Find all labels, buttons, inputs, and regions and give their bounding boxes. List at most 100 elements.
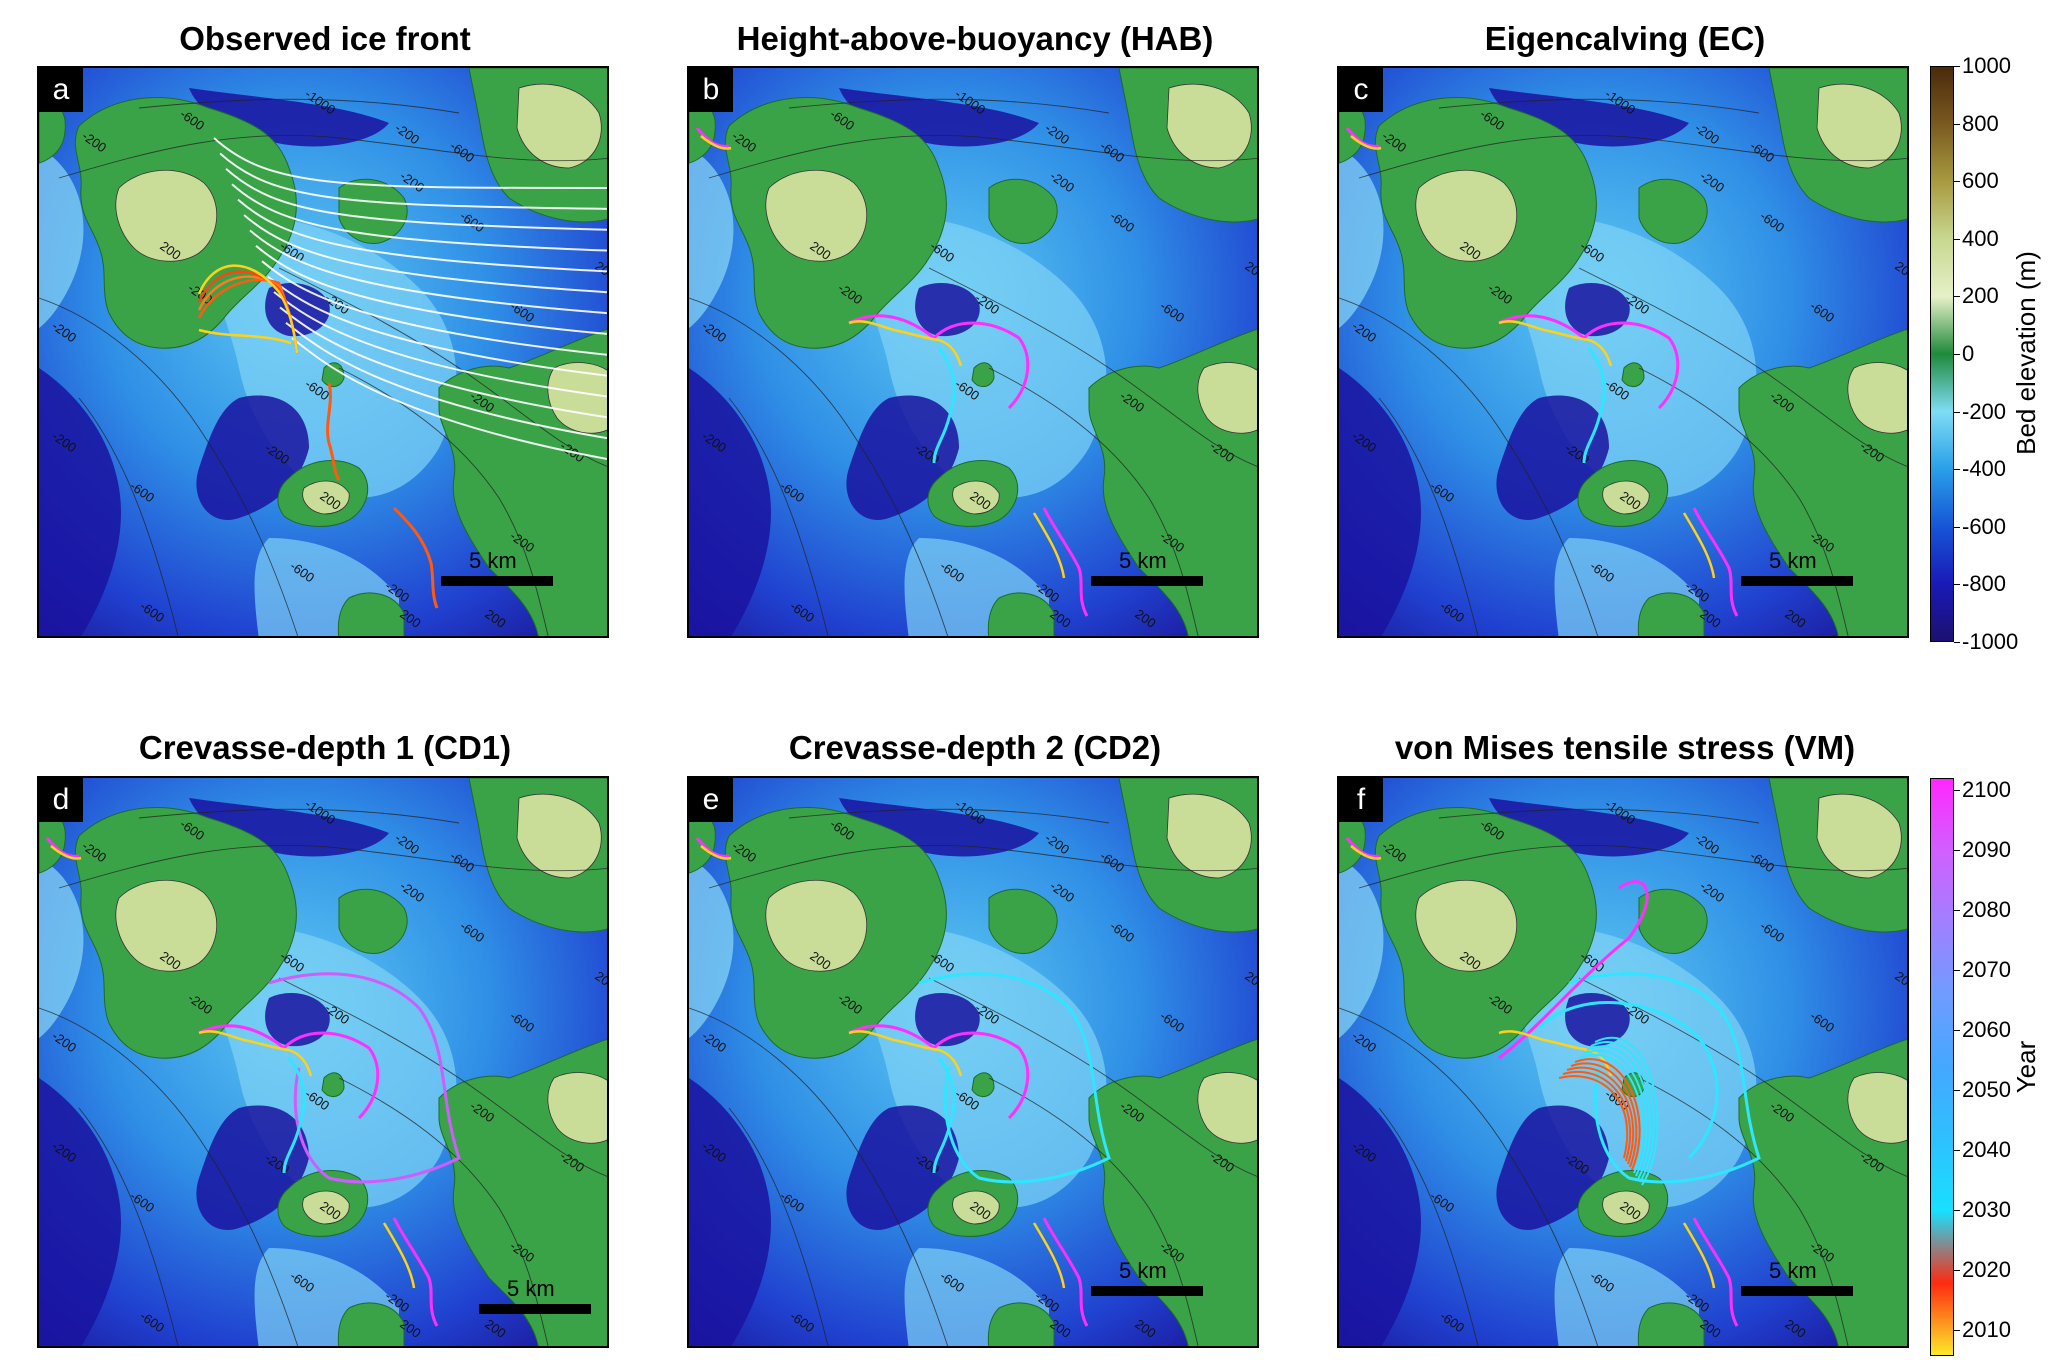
flowline xyxy=(279,306,607,419)
colorbar-tick-label: 400 xyxy=(1962,225,1999,251)
contour-line xyxy=(1358,134,1907,179)
highland xyxy=(302,1190,350,1225)
contour-line xyxy=(39,1007,299,1346)
modeled-front xyxy=(1570,1062,1638,1168)
colorbar-tick-label: 2030 xyxy=(1962,1197,2011,1222)
scale-bar-label: 5 km xyxy=(1769,548,1817,573)
colorbar-tick-mark xyxy=(1954,354,1960,355)
modeled-front xyxy=(382,1222,416,1289)
colorbar-tick-label: 1000 xyxy=(1962,53,2011,78)
year-label: Year xyxy=(2011,1040,2041,1094)
deep-basin xyxy=(1489,88,1689,147)
contour-line xyxy=(1339,297,1599,636)
observed-front xyxy=(326,382,341,481)
contour-line xyxy=(689,1007,949,1346)
deep-basin xyxy=(839,798,1039,857)
colorbar-tick-mark xyxy=(1954,584,1960,586)
flowline xyxy=(249,229,607,315)
colorbar-tick-label: 2080 xyxy=(1962,897,2011,922)
observed-front xyxy=(197,264,299,354)
contour-line xyxy=(78,1107,179,1346)
modeled-front xyxy=(932,1057,956,1174)
map-svg: -1000-600-200 -200-600-200-600200-200-600… xyxy=(39,68,607,636)
colorbar-tick-label: -400 xyxy=(1962,456,2007,482)
panel-letter: b xyxy=(689,68,733,112)
flowline xyxy=(237,198,607,273)
highland xyxy=(1415,169,1518,262)
highland xyxy=(1847,1072,1907,1144)
highland xyxy=(1415,879,1518,972)
modeled-front xyxy=(848,1030,963,1077)
colorbar-tick-label: -600 xyxy=(1962,513,2007,539)
land-mass xyxy=(1621,362,1645,387)
contour-line xyxy=(1438,98,1760,114)
flowline xyxy=(273,291,607,398)
year-colorbar xyxy=(1930,778,1954,1356)
modeled-front xyxy=(1350,845,1382,860)
contour-line xyxy=(138,98,460,114)
highland xyxy=(1847,362,1907,434)
colorbar-tick-mark xyxy=(1954,790,1960,791)
flowline xyxy=(219,152,607,210)
shallow-coast xyxy=(689,858,734,1038)
modeled-front xyxy=(848,1024,1030,1120)
contour-line xyxy=(278,267,607,467)
map-svg: -1000-600-200 -200-600-200-600200-200-600… xyxy=(689,778,1257,1346)
highland xyxy=(302,480,350,515)
observed-front xyxy=(392,506,439,609)
colorbar-tick-label: 2050 xyxy=(1962,1077,2011,1102)
contour-line xyxy=(728,1107,829,1346)
contour-line xyxy=(1378,397,1479,636)
map-panel-f: -1000 -600 -200 -200 -600 -200 -600 200 -200 -600… xyxy=(1337,776,1909,1348)
contour-line xyxy=(689,297,949,636)
highland xyxy=(1166,793,1252,879)
highland xyxy=(1166,83,1252,169)
contour-line xyxy=(708,134,1257,179)
contour-line xyxy=(1638,1077,1849,1346)
highland xyxy=(1602,1190,1650,1225)
panel-title-f: von Mises tensile stress (VM) xyxy=(1394,729,1856,766)
colorbar-tick-label: 2090 xyxy=(1962,837,2011,862)
flowline xyxy=(231,183,607,252)
map-panel-b: -1000 -600 -200 -200 -600 -200 -600 200 -200 -600… xyxy=(687,66,1259,638)
deep-basin xyxy=(189,88,389,147)
scale-bar xyxy=(441,576,553,586)
panel-title-b: Height-above-buoyancy (HAB) xyxy=(736,20,1214,57)
panel-title-d: Crevasse-depth 1 (CD1) xyxy=(138,729,512,766)
contour-line xyxy=(1578,267,1907,467)
modeled-front xyxy=(1042,507,1089,617)
panel-letter: a xyxy=(39,68,83,112)
land-mass xyxy=(988,888,1058,954)
colorbar-tick-mark xyxy=(1954,66,1960,67)
deep-basin xyxy=(689,1078,771,1346)
modeled-front xyxy=(1578,1054,1644,1174)
modeled-front xyxy=(1586,1045,1651,1180)
panel-letter: d xyxy=(39,778,83,822)
bed-elevation-label: Bed elevation (m) xyxy=(2011,251,2041,455)
modeled-front xyxy=(1594,1037,1659,1186)
modeled-front xyxy=(50,845,82,860)
flowline xyxy=(267,275,607,377)
colorbar-tick-mark xyxy=(1954,910,1960,911)
modeled-front xyxy=(848,314,1030,410)
deep-basin xyxy=(1339,1078,1421,1346)
contour-line xyxy=(788,98,1110,114)
modeled-front xyxy=(1682,1222,1716,1289)
highland xyxy=(1197,362,1257,434)
contour-line xyxy=(1339,1007,1599,1346)
highland xyxy=(952,480,1000,515)
land-mass xyxy=(338,888,408,954)
scale-bar xyxy=(1741,576,1853,586)
panel-title-e: Crevasse-depth 2 (CD2) xyxy=(788,729,1162,766)
panel-letter: e xyxy=(689,778,733,822)
flowline xyxy=(225,168,607,231)
map-panel-a: -1000 -600 -200 -200 -600 -200 -600 200 -200 -600… xyxy=(37,66,609,638)
contour-line xyxy=(58,844,607,889)
colorbar-tick-mark xyxy=(1954,642,1960,643)
flowline xyxy=(285,322,607,440)
contour-line xyxy=(1378,1107,1479,1346)
land-mass xyxy=(337,592,405,636)
modeled-front xyxy=(1498,314,1680,410)
map-svg: -1000-600-200 -200-600-200-600200-200-600… xyxy=(689,68,1257,636)
land-mass xyxy=(1638,178,1708,244)
